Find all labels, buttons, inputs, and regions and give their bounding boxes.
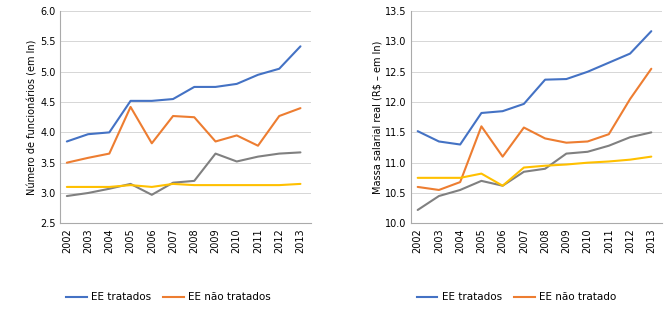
Y-axis label: Número de funcionários (em ln): Número de funcionários (em ln) [28, 40, 38, 195]
Y-axis label: Massa salarial real (R$ – em ln): Massa salarial real (R$ – em ln) [372, 41, 382, 194]
